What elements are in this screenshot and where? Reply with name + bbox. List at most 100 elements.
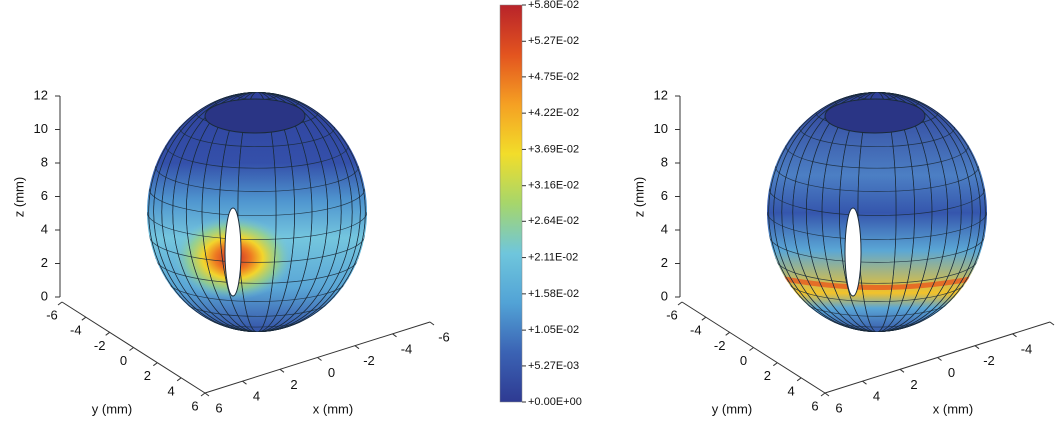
x-tick [862, 380, 867, 385]
colorbar [499, 4, 523, 403]
meridian [219, 92, 295, 332]
colorbar-tick-label: +4.75E-02 [528, 71, 579, 83]
parallel [155, 166, 359, 192]
parallel [767, 211, 987, 240]
x-tick [317, 357, 322, 361]
meridian [839, 92, 915, 332]
colorbar-tick-label: +3.16E-02 [528, 180, 579, 192]
meridian [172, 92, 342, 332]
y-tick-label: 6 [811, 398, 818, 413]
y-tick-label: -2 [714, 338, 726, 353]
x-tick-label: 0 [328, 365, 335, 380]
x-tick [974, 345, 980, 350]
meridian [857, 92, 897, 332]
parallel [775, 166, 979, 192]
z-tick-label: 6 [41, 188, 48, 203]
y-tick [725, 331, 730, 336]
x-tick-label: 6 [215, 400, 222, 415]
slit [224, 207, 242, 297]
y-tick [200, 392, 206, 397]
y-tick [129, 347, 134, 351]
parallel [165, 145, 349, 169]
z-tick-label: 8 [41, 154, 48, 169]
y-tick-label: 0 [120, 353, 127, 368]
y-axis-label: y (mm) [92, 401, 132, 416]
meridian [161, 92, 353, 332]
meridian [781, 92, 973, 332]
y-tick [820, 392, 826, 397]
y-tick-label: 2 [144, 368, 151, 383]
z-tick-label: 2 [41, 255, 48, 270]
y-tick-label: 2 [764, 368, 771, 383]
z-tick-label: 2 [661, 255, 668, 270]
colorbar-tick-label: +5.80E-02 [528, 0, 579, 11]
colorbar-tick-label: +2.64E-02 [528, 215, 579, 227]
x-tick-label: -2 [983, 353, 995, 368]
z-axis-label: z (mm) [631, 177, 646, 217]
parallel [147, 211, 367, 240]
x-axis-label: x (mm) [933, 401, 973, 416]
meridian [237, 92, 277, 332]
z-tick-label: 10 [34, 121, 48, 136]
x-tick [937, 357, 942, 361]
x-tick [354, 345, 360, 350]
y-tick [176, 377, 182, 382]
parallel [785, 278, 969, 302]
z-tick-label: 4 [41, 221, 48, 236]
x-tick [279, 368, 285, 373]
y-tick [57, 301, 63, 306]
parallel [785, 145, 969, 169]
x-tick-label: 2 [290, 377, 297, 392]
colorbar-tick-label: +4.22E-02 [528, 107, 579, 119]
x-tick-label: 4 [873, 389, 880, 404]
y-tick [105, 331, 110, 336]
parallel [775, 257, 979, 284]
y-tick [153, 362, 158, 367]
z-tick-label: 0 [661, 288, 668, 303]
y-tick-label: -4 [690, 323, 702, 338]
x-tick-label: -4 [401, 341, 413, 356]
x-tick [824, 392, 830, 397]
y-tick-label: -6 [46, 307, 58, 322]
opening [824, 98, 926, 134]
x-tick [242, 380, 247, 385]
y-tick [81, 316, 87, 321]
colorbar-tick-label: +2.11E-02 [528, 251, 578, 263]
parallel [148, 188, 366, 216]
y-tick-label: -4 [70, 323, 82, 338]
x-tick-label: 0 [948, 365, 955, 380]
x-tick [1049, 321, 1055, 326]
colorbar-tick-label: +1.58E-02 [528, 288, 579, 300]
z-tick-label: 10 [654, 121, 668, 136]
y-tick [749, 347, 754, 351]
parallel [165, 278, 349, 302]
z-tick-label: 6 [661, 188, 668, 203]
x-tick [899, 368, 905, 373]
colorbar-tick-label: +5.27E-03 [528, 360, 579, 372]
y-tick [796, 377, 802, 382]
y-tick-label: 4 [168, 383, 175, 398]
y-tick-label: 0 [740, 353, 747, 368]
y-tick-label: -6 [666, 307, 678, 322]
parallel [768, 235, 986, 263]
colorbar-tick-label: +3.69E-02 [528, 143, 579, 155]
parallel [768, 188, 986, 216]
meridian [153, 92, 361, 332]
x-tick-label: 6 [835, 400, 842, 415]
parallel [798, 127, 956, 147]
x-tick [204, 392, 210, 397]
x-tick-label: -2 [363, 353, 375, 368]
x-tick [429, 321, 435, 326]
mesh [147, 92, 367, 332]
parallel [148, 235, 366, 263]
meridian [148, 92, 366, 332]
meridian [185, 92, 329, 332]
z-axis-label: z (mm) [11, 177, 26, 217]
z-tick-label: 8 [661, 154, 668, 169]
x-axis-label: x (mm) [313, 401, 353, 416]
y-tick-label: -2 [94, 338, 106, 353]
x-tick [1012, 333, 1017, 338]
y-tick-label: 4 [788, 383, 795, 398]
